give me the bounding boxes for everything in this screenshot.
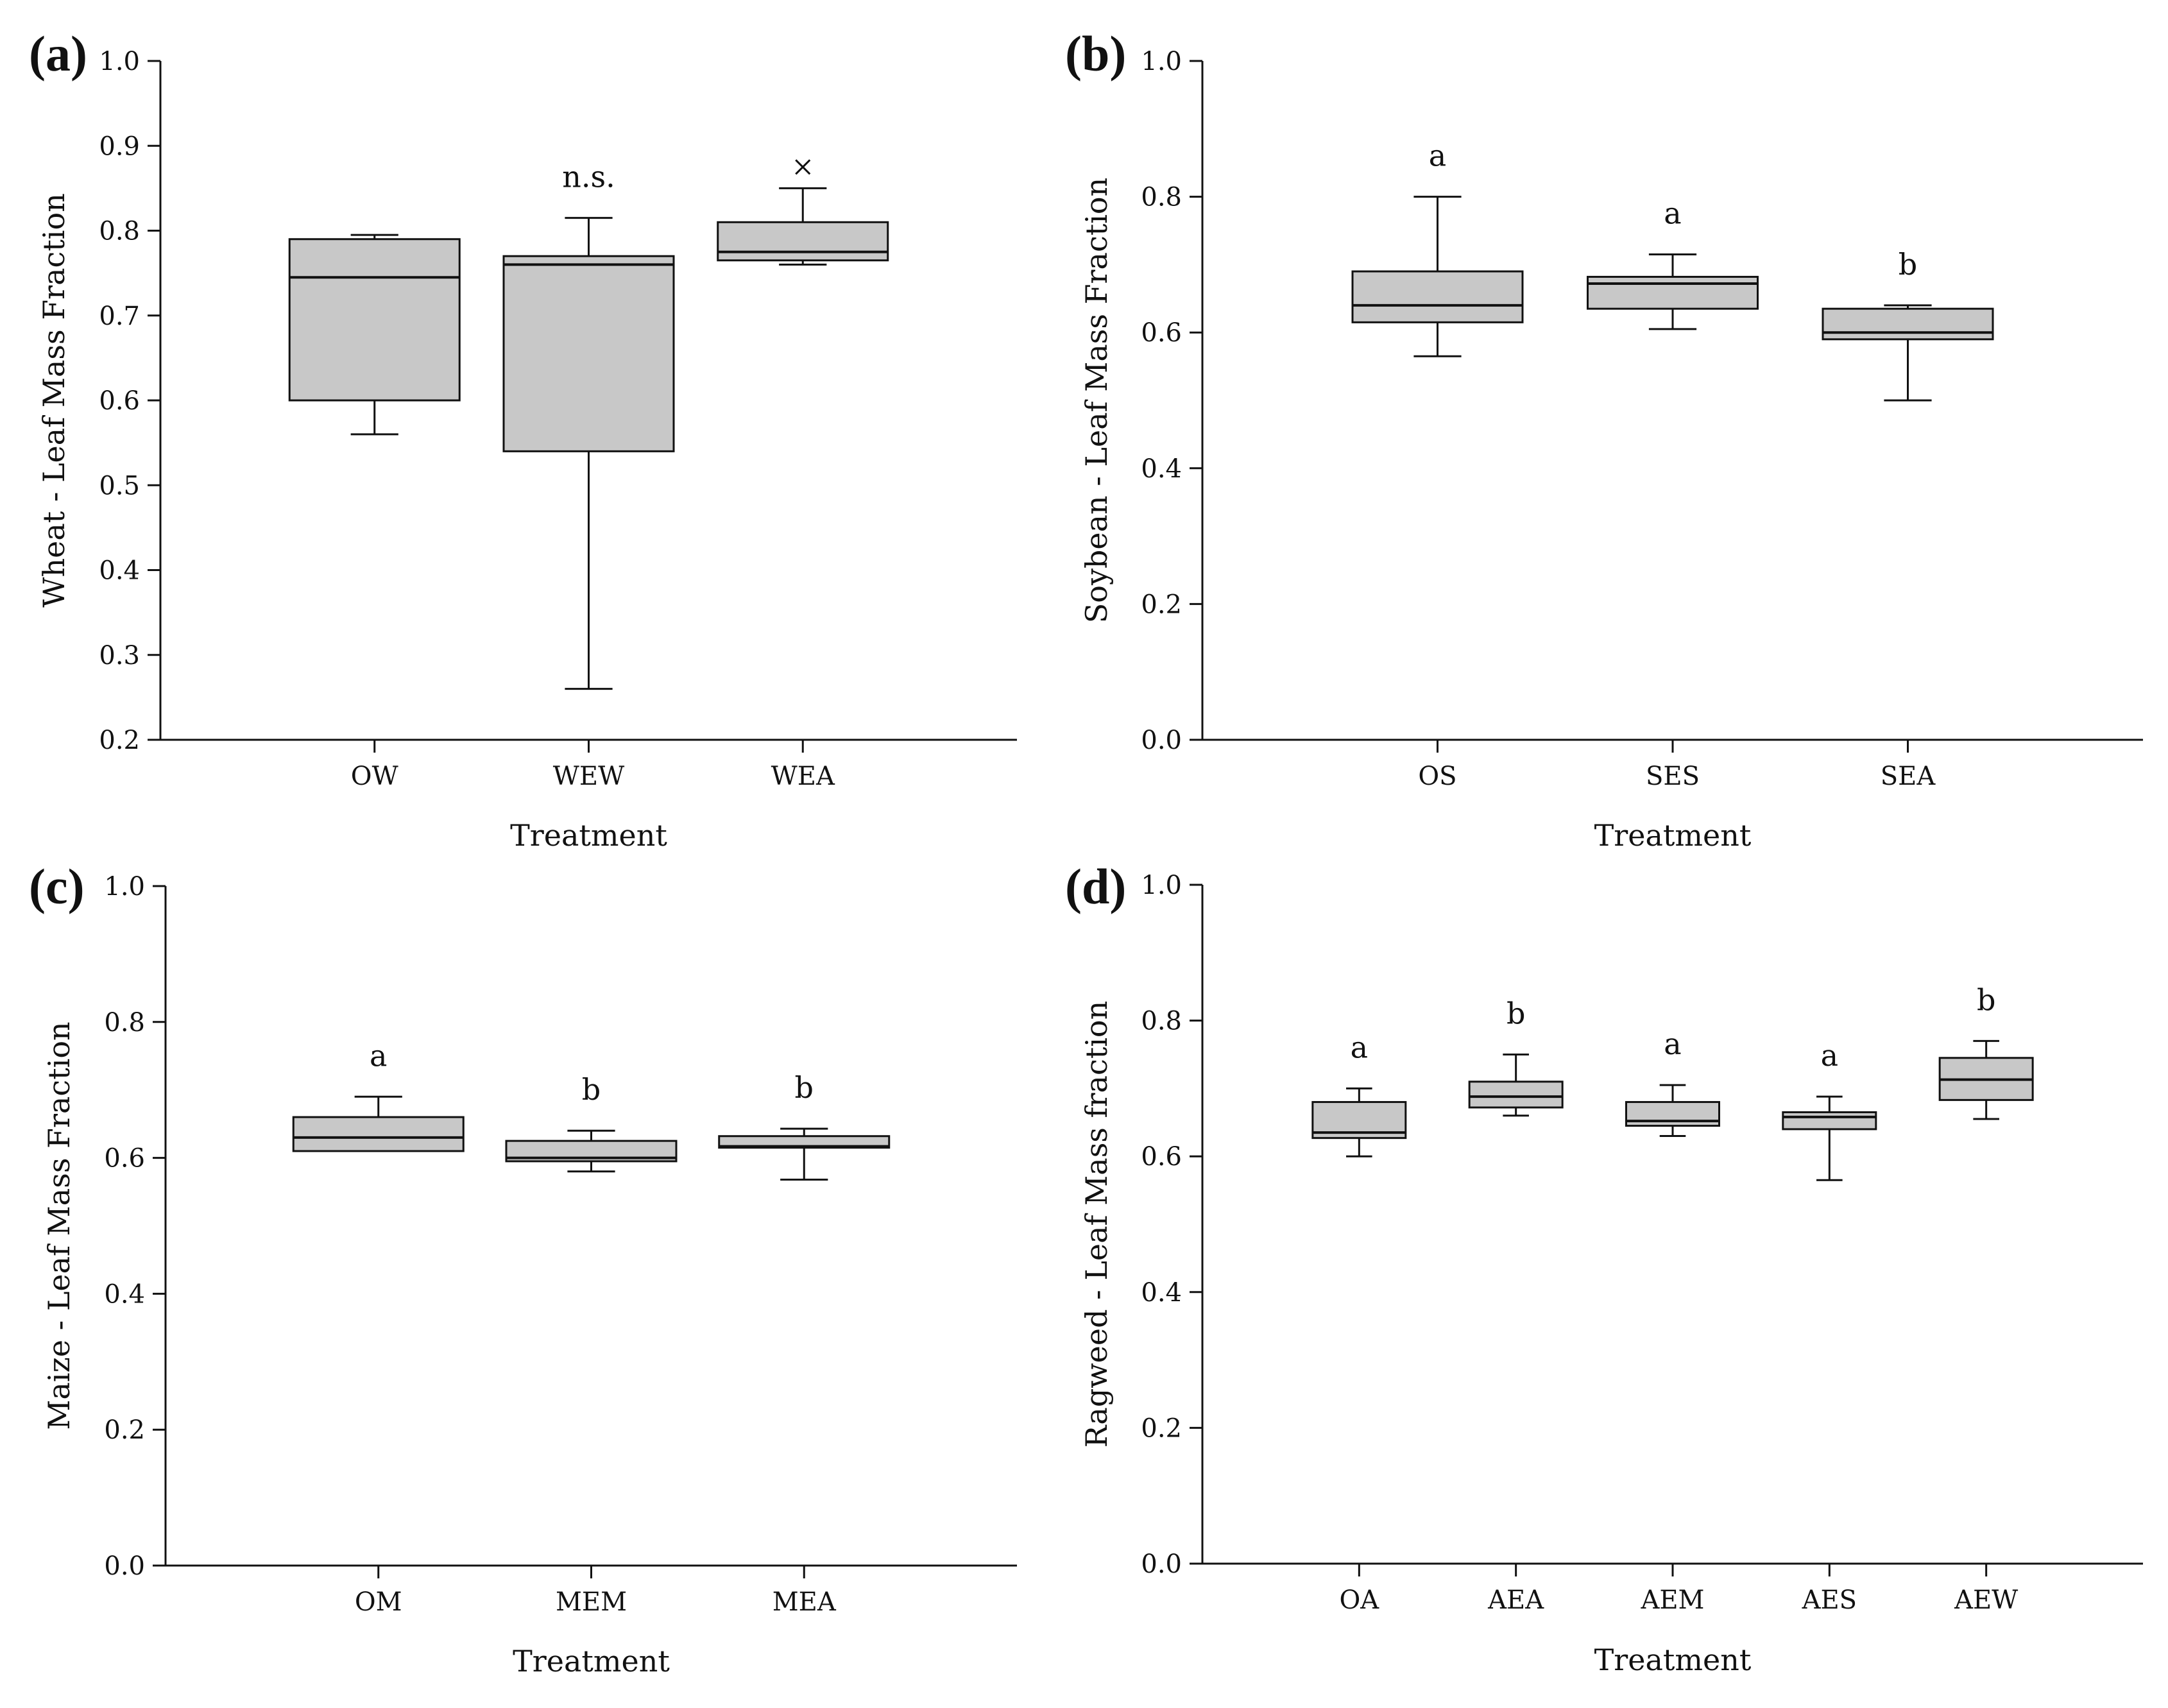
y-tick-label: 0.2: [99, 726, 140, 755]
significance-label: a: [1351, 1030, 1368, 1064]
x-tick-label: SES: [1646, 762, 1700, 791]
panel-b: (b) 0.0 0.2 0.4 0.6 0.8 1.0 OS SES SEA a a b Treatmen…: [1065, 26, 2143, 853]
y-tick-label: 1.0: [1141, 871, 1182, 900]
y-tick-label: 1.0: [1141, 47, 1182, 76]
iqr-box: [1468, 1080, 1564, 1109]
box-ses: a: [1587, 196, 1759, 330]
outlier-stroke: [795, 159, 811, 175]
x-tick-label: MEA: [772, 1587, 837, 1617]
x-tick-label: WEA: [771, 762, 835, 791]
iqr-box: [1351, 270, 1524, 323]
box-oa: a: [1311, 1030, 1407, 1157]
x-tick-label: OW: [351, 762, 398, 791]
y-tick-label: 0.3: [99, 641, 140, 670]
significance-label: a: [1664, 196, 1681, 231]
y-tick-label: 0.8: [99, 217, 140, 246]
x-axis-title: Treatment: [1594, 1643, 1752, 1677]
panel-label: (a): [29, 26, 87, 81]
y-tick-label: 0.8: [1141, 1007, 1182, 1036]
y-tick-label: 0.6: [99, 386, 140, 416]
y-tick-label: 0.4: [1141, 1278, 1182, 1308]
significance-label: b: [1899, 247, 1917, 282]
outlier-marker: [795, 159, 811, 175]
x-axis-title: Treatment: [1594, 818, 1752, 853]
y-tick-label: 0.7: [99, 302, 140, 331]
box-aes: a: [1782, 1038, 1877, 1181]
panel-c: (c) 0.0 0.2 0.4 0.6 0.8 1.0 OM MEM MEA a b b Treatmen…: [29, 858, 1017, 1678]
panel-a: (a) 0.2 0.3 0.4 0.5 0.6 0.7 0.8 0.9 1.0 OW WEW WEA n.…: [29, 26, 1017, 853]
y-tick-label: 1.0: [99, 47, 140, 76]
y-axis-title: Ragweed - Leaf Mass fraction: [1079, 1001, 1114, 1448]
y-tick-label: 1.0: [104, 872, 145, 901]
x-tick-label: OS: [1418, 762, 1456, 791]
significance-label: a: [370, 1038, 387, 1073]
iqr-box: [1822, 307, 1994, 341]
y-tick-label: 0.4: [1141, 454, 1182, 484]
y-tick-label: 0.2: [1141, 1413, 1182, 1443]
panel-label: (b): [1065, 26, 1126, 81]
significance-label: b: [582, 1072, 601, 1107]
y-axis-title: Maize - Leaf Mass Fraction: [42, 1021, 76, 1430]
x-tick-label: WEW: [553, 762, 624, 791]
y-tick-label: 0.5: [99, 471, 140, 500]
iqr-box: [718, 1135, 891, 1149]
panel-label: (c): [29, 858, 85, 914]
box-wea: [717, 159, 889, 266]
iqr-box: [1782, 1111, 1877, 1131]
panel-label: (d): [1065, 858, 1126, 914]
x-axis-title: Treatment: [513, 1644, 670, 1678]
iqr-box: [502, 255, 675, 452]
x-tick-label: AEW: [1954, 1585, 2018, 1615]
x-tick-label: SEA: [1881, 762, 1936, 791]
y-tick-label: 0.0: [104, 1551, 145, 1581]
significance-label: b: [1977, 982, 1995, 1017]
x-tick-label: OM: [355, 1587, 402, 1617]
x-tick-label: OA: [1339, 1585, 1379, 1615]
y-axis-title: Soybean - Leaf Mass Fraction: [1079, 178, 1114, 624]
y-tick-label: 0.4: [104, 1279, 145, 1309]
box-om: a: [292, 1038, 465, 1152]
box-aem: a: [1625, 1027, 1720, 1137]
iqr-box: [1587, 275, 1759, 310]
box-ow: [288, 234, 461, 436]
iqr-box: [292, 1116, 465, 1152]
box-mea: b: [718, 1070, 891, 1181]
x-tick-label: MEM: [556, 1587, 627, 1617]
y-tick-label: 0.6: [104, 1144, 145, 1174]
y-tick-label: 0.4: [99, 556, 140, 586]
y-tick-label: 0.0: [1141, 726, 1182, 755]
y-tick-label: 0.9: [99, 132, 140, 161]
box-wew: n.s.: [502, 160, 675, 690]
significance-label: b: [1507, 996, 1525, 1031]
y-tick-label: 0.2: [104, 1415, 145, 1445]
box-os: a: [1351, 139, 1524, 357]
box-sea: b: [1822, 247, 1994, 402]
x-axis-title: Treatment: [510, 818, 667, 853]
box-mem: b: [505, 1072, 678, 1173]
significance-label: a: [1821, 1038, 1838, 1073]
y-axis-title: Wheat - Leaf Mass Fraction: [37, 193, 71, 608]
significance-label: a: [1429, 139, 1446, 173]
x-tick-label: AEA: [1487, 1585, 1544, 1615]
y-tick-label: 0.2: [1141, 590, 1182, 619]
iqr-box: [288, 238, 461, 402]
y-tick-label: 0.6: [1141, 1142, 1182, 1172]
y-tick-label: 0.6: [1141, 318, 1182, 348]
x-tick-label: AES: [1802, 1585, 1857, 1615]
significance-label: n.s.: [562, 160, 615, 194]
y-tick-label: 0.8: [1141, 183, 1182, 212]
panel-d: (d) 0.0 0.2 0.4 0.6 0.8 1.0 OA AEA AEM AES AEW a b a a b…: [1065, 858, 2143, 1677]
y-tick-label: 0.8: [104, 1008, 145, 1038]
box-aea: b: [1468, 996, 1564, 1117]
y-tick-label: 0.0: [1141, 1550, 1182, 1579]
iqr-box: [717, 221, 889, 262]
box-aew: b: [1938, 982, 2034, 1120]
x-tick-label: AEM: [1640, 1585, 1704, 1615]
significance-label: b: [795, 1070, 814, 1105]
significance-label: a: [1664, 1027, 1681, 1061]
